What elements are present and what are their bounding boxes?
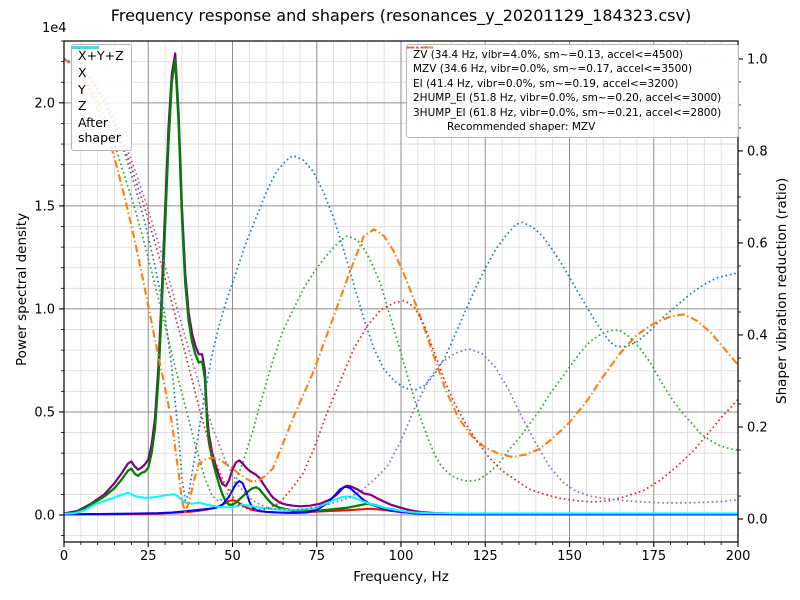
legend-item-x-y-z: X+Y+Z <box>72 46 124 65</box>
x-tick-label: 25 <box>140 549 157 564</box>
legend-item-label: ZV (34.4 Hz, vibr=4.0%, sm~=0.13, accel<… <box>413 49 683 61</box>
legend-item-x: X <box>72 46 124 82</box>
y-axis-left-label: Power spectral density <box>14 212 30 366</box>
legend-item-3hump-ei: 3HUMP_EI (61.8 Hz, vibr=0.0%, sm~=0.21, … <box>407 46 731 120</box>
legend-item-z: Z <box>72 46 124 115</box>
chart-title: Frequency response and shapers (resonanc… <box>110 6 692 25</box>
y-left-tick-label: 0.0 <box>34 509 55 524</box>
x-axis-label: Frequency, Hz <box>353 569 449 585</box>
legend-item-label: Z <box>78 98 87 114</box>
legend-item-after-shaper: After shaper <box>72 46 124 147</box>
legend-item-label: X+Y+Z <box>78 48 124 63</box>
legend-item-zv: ZV (34.4 Hz, vibr=4.0%, sm~=0.13, accel<… <box>407 46 731 62</box>
legend-item-label: Y <box>78 81 86 97</box>
x-tick-label: 150 <box>557 549 582 564</box>
y-right-tick-label: 0.2 <box>747 420 768 435</box>
x-tick-label: 200 <box>726 549 751 564</box>
legend-item-label: X <box>78 64 87 80</box>
legend-recommended-shaper: Recommended shaper: MZV <box>413 120 731 134</box>
x-tick-label: 175 <box>641 549 666 564</box>
legend-item-ei: EI (41.4 Hz, vibr=0.0%, sm~=0.19, accel<… <box>407 46 731 91</box>
y-axis-right-label: Shaper vibration reduction (ratio) <box>774 177 790 404</box>
tick-labels: 0 25 50 75 100 125 150 175 200 0.0 0.5 1.0 1.5 2.0 0.0… <box>34 52 767 564</box>
legend-line-swatch <box>72 46 99 49</box>
series-ei <box>63 58 739 503</box>
legend-item-2hump-ei: 2HUMP_EI (51.8 Hz, vibr=0.0%, sm~=0.20, … <box>407 46 731 105</box>
x-tick-label: 125 <box>473 549 498 564</box>
series-2hump-ei <box>63 58 739 512</box>
legend-item-y: Y <box>72 46 124 99</box>
legend-item-label: EI (41.4 Hz, vibr=0.0%, sm~=0.19, accel<… <box>413 77 679 90</box>
y-axis-offset-label: 1e4 <box>42 21 67 36</box>
plot-frame <box>63 40 739 543</box>
legend-line-swatch <box>407 46 434 49</box>
series-lines <box>63 52 739 516</box>
x-tick-label: 0 <box>60 549 68 564</box>
x-tick-label: 100 <box>389 549 414 564</box>
legend-item-label: 3HUMP_EI (61.8 Hz, vibr=0.0%, sm~=0.21, … <box>413 106 722 119</box>
series-after-shaper <box>63 491 738 515</box>
legend-shapers: ZV (34.4 Hz, vibr=4.0%, sm~=0.13, accel<… <box>406 44 739 139</box>
y-left-tick-label: 2.0 <box>34 96 55 111</box>
legend-item-label: 2HUMP_EI (51.8 Hz, vibr=0.0%, sm~=0.20, … <box>413 92 722 105</box>
series-3hump-ei <box>63 58 739 511</box>
y-right-tick-label: 0.6 <box>747 236 768 251</box>
legend-item-mzv: MZV (34.6 Hz, vibr=0.0%, sm~=0.17, accel… <box>407 46 731 76</box>
series-x-y-z <box>63 52 738 515</box>
y-left-tick-label: 1.5 <box>34 199 55 214</box>
x-tick-label: 50 <box>224 549 241 564</box>
series-mzv <box>63 58 739 514</box>
x-tick-label: 75 <box>308 549 325 564</box>
y-right-tick-label: 1.0 <box>747 52 768 67</box>
legend-item-label: After shaper <box>78 115 121 145</box>
y-left-tick-label: 0.5 <box>34 405 55 420</box>
series-z <box>63 480 738 516</box>
recommended-shaper-text: Recommended shaper: MZV <box>447 120 596 133</box>
series-y <box>63 58 738 516</box>
legend-item-label: MZV (34.6 Hz, vibr=0.0%, sm~=0.17, accel… <box>413 63 693 76</box>
y-right-tick-label: 0.8 <box>747 144 768 159</box>
legend-psd: X+Y+Z X Y Z After shaper <box>71 44 132 151</box>
y-left-tick-label: 1.0 <box>34 302 55 317</box>
y-right-tick-label: 0.4 <box>747 328 768 343</box>
y-right-tick-label: 0.0 <box>747 512 768 527</box>
